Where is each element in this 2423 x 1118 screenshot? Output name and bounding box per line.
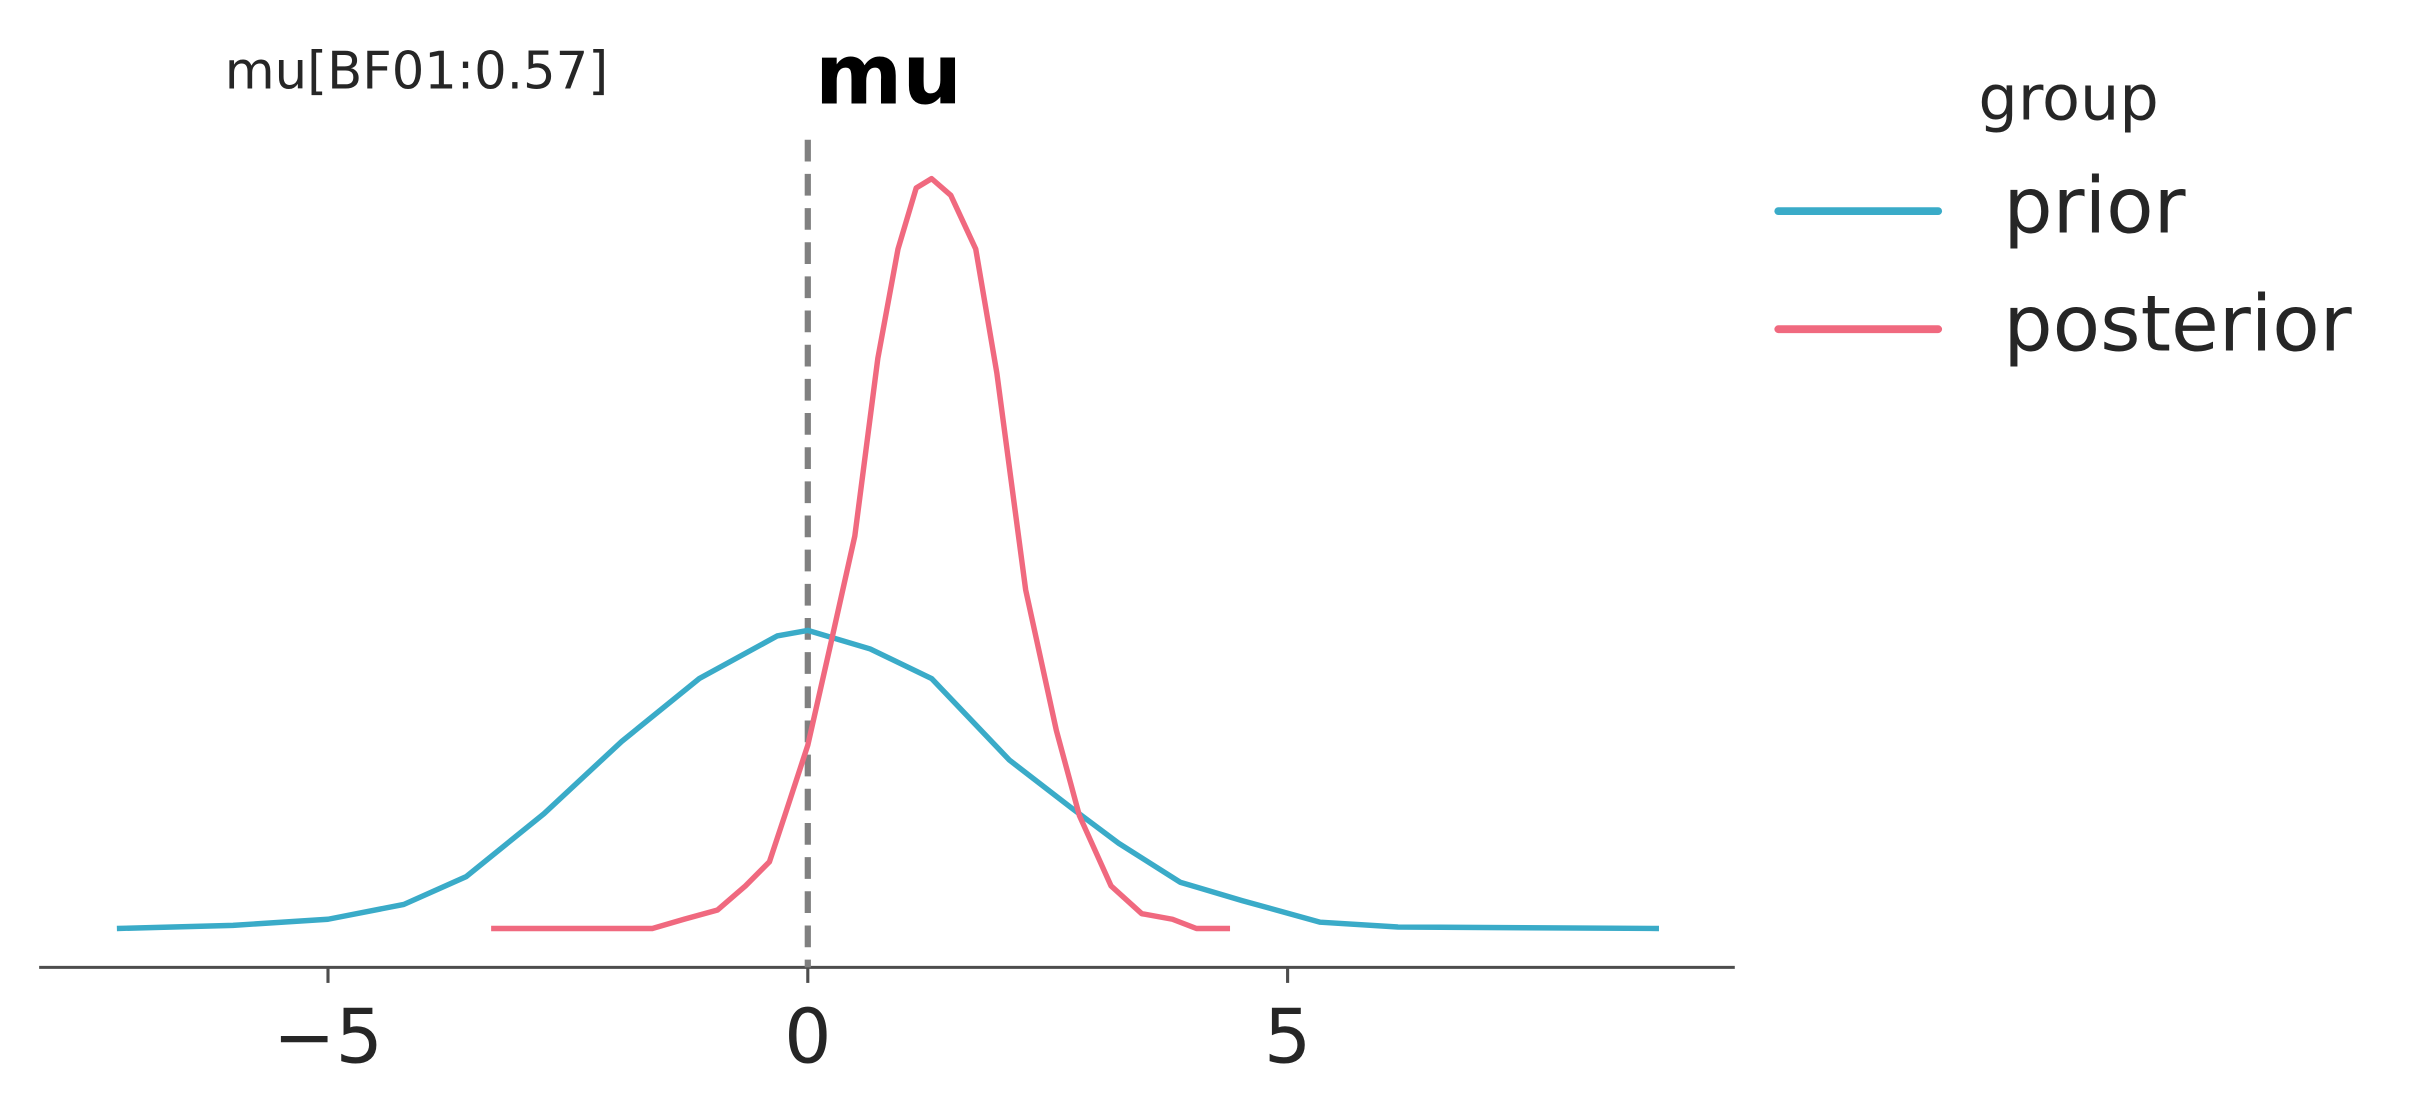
legend-label: prior <box>2003 162 2185 252</box>
chart-title: mu <box>815 26 962 124</box>
x-tick-label: 5 <box>1264 993 1311 1080</box>
density-line <box>116 627 1659 932</box>
x-tick-label: −5 <box>273 993 383 1080</box>
annotation: mu[BF01:0.57] <box>225 42 609 102</box>
x-tick-label: 0 <box>784 993 831 1080</box>
legend-title: group <box>1978 62 2158 135</box>
legend-label: posterior <box>2003 280 2351 370</box>
density-line <box>491 175 1231 932</box>
